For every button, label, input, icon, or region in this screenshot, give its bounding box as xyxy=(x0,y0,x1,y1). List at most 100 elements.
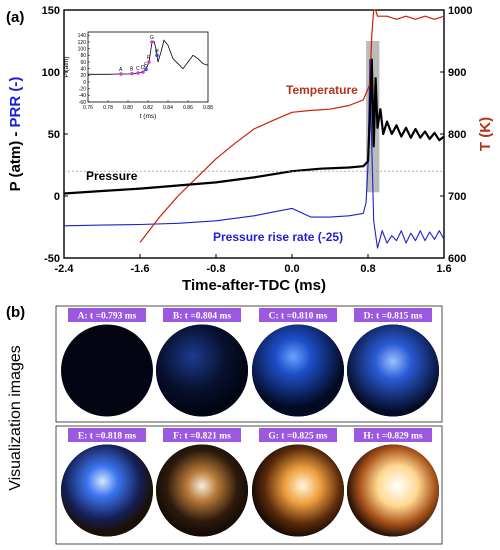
x-axis-title: Time-after-TDC (ms) xyxy=(182,277,326,294)
y-left-axis-title: P (atm) - PRR (-) xyxy=(7,77,24,192)
frame-caption: B: t =0.804 ms xyxy=(173,312,231,322)
inset-x-tick-label: 0.78 xyxy=(103,105,113,111)
y-right-axis-title: T (K) xyxy=(477,117,494,151)
inset-y-tick-label: 80 xyxy=(80,53,86,59)
inset-pressure-line xyxy=(88,39,209,75)
frame-caption: H: t =0.829 ms xyxy=(363,432,423,442)
frame-caption: C: t =0.810 ms xyxy=(269,312,328,322)
series-line-1 xyxy=(139,9,445,243)
panel-b-label: (b) xyxy=(6,304,25,321)
inset-x-tick-label: 0.80 xyxy=(123,105,133,111)
frames-row2-border xyxy=(55,425,443,545)
frame-caption-background xyxy=(163,428,241,442)
ticks-layer: -2.4 -1.6 -0.8 0.0 0.8 1.6 -50 0 50 100 150 600 700 8… xyxy=(42,5,473,275)
inset-marker-label: B xyxy=(130,67,134,73)
series-line-2 xyxy=(63,59,445,249)
frame-caption-background xyxy=(354,428,432,442)
inset-marker-E xyxy=(144,67,148,72)
combustion-flame-glow xyxy=(252,444,344,537)
frame-caption-background xyxy=(68,428,146,442)
temperature-annotation: Temperature xyxy=(286,83,358,97)
frame-caption-background xyxy=(354,308,432,322)
combustion-flame-glow xyxy=(156,324,248,417)
series-layer xyxy=(63,9,445,249)
inset-marker-label: F xyxy=(147,55,150,61)
combustion-flame-glow xyxy=(156,444,248,537)
inset-y-title: P (atm) xyxy=(63,56,70,77)
panel-b-y-title: Visualization images xyxy=(7,345,24,491)
inset-y-tick-label: 120 xyxy=(78,40,87,46)
frame-6: F: t =0.821 ms xyxy=(156,428,248,538)
inset-marker-label: H xyxy=(155,48,159,54)
main-plot: -2.4 -1.6 -0.8 0.0 0.8 1.6 -50 0 50 100 150 600 700 8… xyxy=(42,5,473,275)
y-right-tick-label: 1000 xyxy=(448,5,472,17)
inset-marker-A xyxy=(119,72,123,76)
frame-caption-background xyxy=(259,308,337,322)
inset-marker-C xyxy=(136,71,140,75)
inset-y-tick-label: 140 xyxy=(78,33,87,39)
inset-y-tick-label: -20 xyxy=(79,86,86,92)
inset-x-tick-label: 0.86 xyxy=(183,105,193,111)
x-tick-label: -1.6 xyxy=(131,263,150,275)
inset-marker-label: E xyxy=(144,62,148,68)
inset-y-tick-label: 20 xyxy=(80,73,86,79)
inset-y-tick-label: -60 xyxy=(79,100,86,106)
frame-caption: G: t =0.825 ms xyxy=(268,432,328,442)
inset-marker-G xyxy=(150,40,154,44)
series-line-0 xyxy=(63,58,445,195)
y-left-axis-title-pressure: P (atm) - xyxy=(7,127,24,191)
frames-layer: A: t =0.793 ms B: t =0.804 ms C: t =0.810 … xyxy=(61,308,439,538)
y-right-tick-label: 700 xyxy=(448,191,466,203)
y-right-tick-label: 900 xyxy=(448,67,466,79)
inset-marker-B xyxy=(130,71,134,76)
y-left-axis-title-prr: PRR (-) xyxy=(7,77,24,128)
y-left-tick-label: 50 xyxy=(48,129,60,141)
frame-caption: D: t =0.815 ms xyxy=(364,312,423,322)
inset-x-title: t (ms) xyxy=(140,113,157,120)
frame-caption-background xyxy=(68,308,146,322)
frames-row1-border xyxy=(55,305,443,423)
y-left-tick-label: 150 xyxy=(42,5,60,17)
combustion-flame-glow xyxy=(347,324,439,417)
y-right-tick-label: 600 xyxy=(448,253,466,265)
frame-3: C: t =0.810 ms xyxy=(252,308,344,418)
y-left-tick-label: 100 xyxy=(42,67,60,79)
inset-layer: 0.76 0.78 0.80 0.82 0.84 0.86 0.88 -60-40-20020… xyxy=(78,33,213,111)
inset-marker-label: A xyxy=(119,67,123,73)
combustion-image-window xyxy=(61,324,153,417)
inset-y-tick-label: 0 xyxy=(83,80,86,86)
inset-y-tick-label: -40 xyxy=(79,93,86,99)
frame-7: G: t =0.825 ms xyxy=(252,428,344,538)
x-tick-label: 0.0 xyxy=(284,263,299,275)
x-tick-label: 1.6 xyxy=(436,263,451,275)
combustion-flame-glow xyxy=(61,444,153,537)
frame-caption-background xyxy=(259,428,337,442)
inset-background xyxy=(86,28,212,106)
x-tick-label: -2.4 xyxy=(55,263,75,275)
x-tick-label: -0.8 xyxy=(207,263,226,275)
x-tick-label: 0.8 xyxy=(360,263,375,275)
prr-annotation: Pressure rise rate (-25) xyxy=(213,230,343,244)
panel-a-label: (a) xyxy=(6,9,24,26)
inset-marker-F xyxy=(147,60,151,64)
inset-y-tick-label: 60 xyxy=(80,60,86,66)
combustion-flame-glow xyxy=(252,324,344,417)
frame-2: B: t =0.804 ms xyxy=(156,308,248,418)
inset-y-tick-label: 40 xyxy=(80,66,86,72)
inset-x-tick-label: 0.84 xyxy=(163,105,173,111)
inset-x-tick-label: 0.88 xyxy=(203,105,213,111)
frame-5: E: t =0.818 ms xyxy=(61,428,153,538)
frame-8: H: t =0.829 ms xyxy=(347,428,439,538)
inset-x-tick-label: 0.76 xyxy=(83,105,93,111)
frame-caption: A: t =0.793 ms xyxy=(78,312,137,322)
inset-marker-label: C xyxy=(136,66,140,72)
inset-marker-H xyxy=(155,53,159,58)
y-left-tick-label: -50 xyxy=(44,253,60,265)
frame-caption-background xyxy=(163,308,241,322)
frame-caption: F: t =0.821 ms xyxy=(173,432,231,442)
y-right-tick-label: 800 xyxy=(448,129,466,141)
inset-marker-label: G xyxy=(150,35,154,41)
inset-y-tick-label: 100 xyxy=(78,46,87,52)
inset-x-tick-label: 0.82 xyxy=(143,105,153,111)
